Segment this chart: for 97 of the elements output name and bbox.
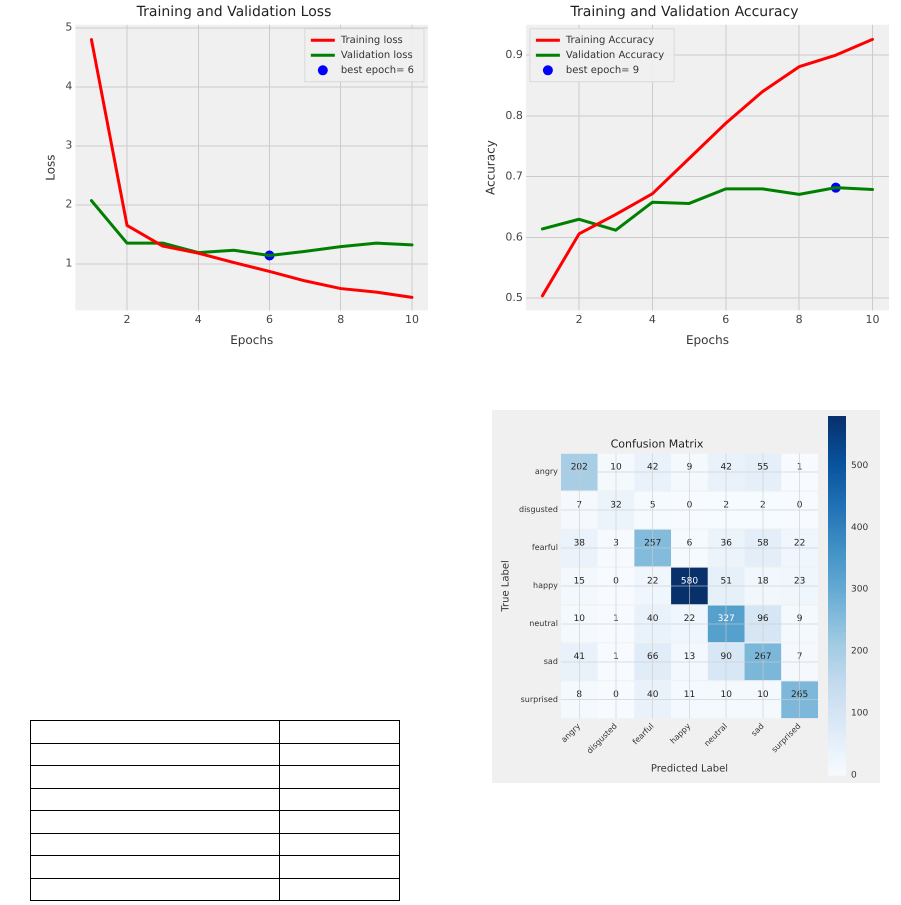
color-bar-label: 400	[851, 522, 868, 533]
data-label: 40	[647, 690, 659, 700]
data-label: 0	[613, 576, 620, 586]
y-tick-label: 5	[65, 20, 72, 34]
data-label: 10	[574, 614, 586, 624]
legend-label: best epoch= 6	[340, 64, 414, 76]
y-tick-label: fearful	[532, 543, 558, 552]
data-label: 42	[647, 462, 658, 473]
data-label: 10	[720, 690, 732, 700]
y-tick-label: 4	[65, 80, 72, 93]
data-label: 1	[613, 652, 619, 662]
y-tick-label: happy	[533, 581, 558, 590]
x-tick-label: 4	[194, 312, 202, 326]
x-tick-label: 4	[648, 312, 656, 326]
data-label: 8	[576, 690, 582, 700]
data-label: 42	[720, 462, 732, 473]
x-tick-label: 10	[404, 312, 419, 326]
data-label: 66	[647, 652, 659, 662]
data-label: 40	[647, 614, 659, 624]
data-label: 2	[723, 500, 730, 510]
data-label: 265	[791, 690, 808, 700]
legend-label: Training loss	[340, 34, 403, 46]
data-label: 22	[684, 614, 696, 624]
data-label: 10	[610, 462, 622, 473]
x-tick-label: 2	[124, 312, 131, 326]
data-label: 51	[720, 576, 732, 586]
data-label: 0	[796, 500, 803, 510]
data-label: 1	[613, 614, 619, 624]
legend-label: Training Accuracy	[564, 34, 654, 46]
chart-title: Training and Validation Loss	[136, 4, 332, 20]
color-bar-label: 500	[851, 460, 868, 471]
data-label: 22	[794, 538, 806, 548]
legend-label: Validation loss	[340, 50, 413, 61]
data-label: 5	[650, 500, 656, 510]
data-label: 580	[680, 576, 698, 586]
data-label: 90	[720, 652, 732, 662]
data-label: 11	[684, 690, 696, 700]
y-tick-label: 0.5	[505, 291, 523, 304]
y-tick-label: 0.8	[505, 108, 523, 122]
y-axis-title: Accuracy	[483, 140, 498, 195]
color-bar-label: 0	[851, 770, 857, 780]
y-tick-label: 2	[65, 198, 72, 211]
data-label: 32	[610, 500, 622, 510]
data-label: 1	[796, 462, 803, 473]
y-tick-label: neutral	[529, 618, 558, 628]
legend-label: best epoch= 9	[566, 64, 640, 76]
x-tick-label: 8	[337, 312, 344, 326]
data-label: 6	[686, 538, 693, 548]
data-label: 267	[754, 652, 772, 662]
x-tick-label: 6	[722, 312, 730, 326]
color-bar-label: 100	[851, 708, 868, 718]
data-label: 9	[796, 614, 803, 624]
data-label: 0	[686, 500, 693, 510]
y-tick-label: 0.6	[505, 230, 523, 244]
data-label: 13	[684, 652, 696, 662]
data-label: 58	[757, 538, 769, 548]
data-label: 23	[794, 576, 806, 586]
data-label: 7	[576, 500, 582, 510]
chart-title: Training and Validation Accuracy	[570, 4, 798, 20]
data-label: 0	[613, 690, 620, 700]
x-tick-label: 2	[576, 312, 583, 326]
x-axis-title: Epochs	[230, 332, 274, 347]
y-axis-title: Loss	[43, 154, 58, 181]
y-tick-label: disgusted	[519, 505, 558, 514]
y-tick-label: 0.7	[505, 170, 523, 183]
data-label: 38	[574, 538, 586, 548]
x-tick-label: 8	[796, 312, 803, 326]
data-label: 10	[757, 690, 769, 700]
data-label: 2	[760, 500, 766, 510]
color-bar-label: 200	[851, 646, 868, 657]
data-label: 15	[574, 576, 586, 586]
color-bar-label: 300	[851, 584, 868, 595]
y-tick-label: 1	[65, 256, 72, 270]
data-label: 327	[718, 614, 735, 624]
x-tick-label: 6	[266, 312, 274, 326]
data-label: 3	[613, 538, 619, 548]
y-tick-label: sad	[544, 656, 558, 666]
data-label: 41	[574, 652, 586, 662]
y-tick-label: 0.9	[505, 48, 523, 62]
data-label: 9	[686, 462, 693, 473]
data-label: 257	[644, 538, 662, 548]
y-axis-title: True Label	[500, 560, 512, 613]
x-tick-label: 10	[865, 312, 880, 326]
data-label: 96	[757, 614, 769, 624]
legend-label: Validation Accuracy	[566, 50, 664, 61]
y-tick-label: angry	[534, 467, 558, 476]
data-label: 55	[757, 462, 769, 473]
y-tick-label: surprised	[520, 694, 558, 704]
y-tick-label: 3	[65, 138, 72, 152]
data-label: 22	[647, 576, 658, 586]
x-axis-title: Predicted Label	[650, 764, 728, 775]
chart-title: Confusion Matrix	[610, 437, 704, 450]
data-label: 18	[757, 576, 769, 586]
data-label: 36	[720, 538, 732, 548]
data-label: 7	[796, 652, 803, 662]
data-label: 202	[570, 462, 588, 473]
x-axis-title: Epochs	[686, 332, 729, 347]
